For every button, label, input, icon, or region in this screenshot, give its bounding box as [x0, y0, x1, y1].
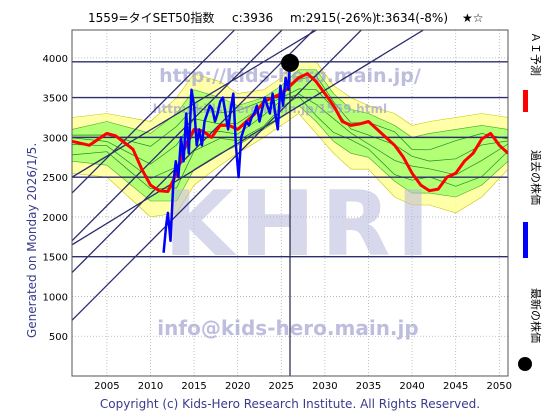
header-min-info: m:2915(-26%) [290, 11, 377, 25]
x-tick-label: 2025 [269, 381, 294, 392]
latest-price-marker [281, 53, 299, 72]
y-tick-label: 3500 [43, 94, 68, 105]
watermark-email: info@kids-hero.main.jp [157, 316, 418, 340]
legend-past-label: 過去の株価 [529, 150, 543, 205]
plot-frame [71, 29, 509, 377]
watermark-layer: KHRI http://kids-hero.main.jp/ http://ki… [153, 65, 436, 340]
legend: ＡＩ予測 過去の株価 最新の株価 [518, 32, 543, 371]
legend-latest-label: 最新の株価 [529, 288, 543, 343]
legend-forecast-swatch [523, 90, 528, 112]
diagonal-trend-line [72, 30, 283, 242]
plot-layer: KHRI http://kids-hero.main.jp/ http://ki… [72, 30, 508, 376]
header-stars: ★☆ [462, 11, 484, 25]
latest-layer [281, 53, 299, 72]
y-tick-label: 2000 [43, 213, 68, 224]
copyright-footer: Copyright (c) Kids-Hero Research Institu… [100, 397, 480, 411]
x-tick-label: 2040 [399, 381, 424, 392]
diagonal-trend-line [72, 30, 318, 178]
x-tick-label: 2020 [225, 381, 250, 392]
legend-forecast-label: ＡＩ予測 [529, 32, 543, 76]
x-tick-label: 2050 [487, 381, 512, 392]
past-price-series-line [162, 62, 292, 253]
y-tick-label: 3000 [43, 133, 68, 144]
header-target-info: t:3634(-8%) [376, 11, 448, 25]
forecast-band-inner [72, 69, 508, 202]
legend-past-swatch [523, 222, 528, 258]
x-tick-label: 2035 [356, 381, 381, 392]
y-tick-label: 1500 [43, 253, 68, 264]
series-layer [72, 62, 508, 253]
legend-latest-marker [518, 357, 532, 371]
x-tick-label: 2010 [138, 381, 163, 392]
x-tick-label: 2015 [181, 381, 206, 392]
header-code-name: 1559=タイSET50指数 [88, 10, 214, 25]
forecast-series-line [72, 72, 508, 193]
diagonal-trend-line [72, 30, 236, 194]
y-tick-label: 2500 [43, 173, 68, 184]
watermark-brand: KHRI [164, 172, 436, 277]
x-tick-label: 2045 [443, 381, 468, 392]
generated-date-label: Generated on Monday 2026/1/5. [25, 143, 39, 338]
y-tick-label: 1000 [43, 292, 68, 303]
y-tick-label: 4000 [43, 54, 68, 65]
x-tick-label: 2030 [312, 381, 337, 392]
y-tick-label: 500 [49, 332, 68, 343]
x-tick-label: 2005 [94, 381, 119, 392]
forecast-band-detail-line [72, 75, 508, 151]
forecast-band-detail-line [72, 88, 508, 165]
axis-layer: 2005 2010 2015 2020 2025 2030 2035 2040 2045 2050… [43, 54, 512, 392]
header-current: c:3936 [232, 11, 273, 25]
